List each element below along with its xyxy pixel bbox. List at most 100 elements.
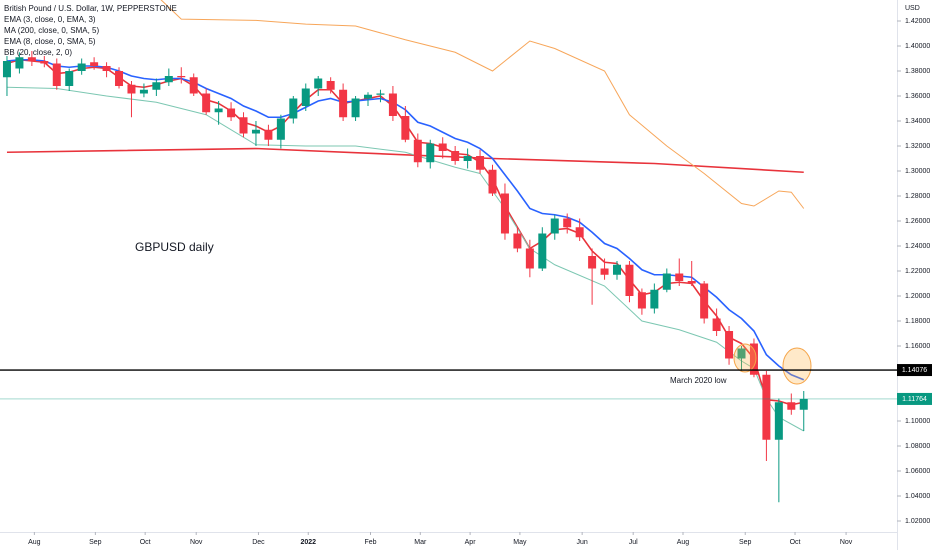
x-tick-label: Dec [252, 539, 265, 546]
candle-body [351, 98, 360, 118]
candle-body [139, 89, 148, 94]
x-tick-label: Oct [140, 539, 151, 546]
candle-body [737, 348, 746, 359]
candle-body [90, 62, 99, 66]
y-tick-label: 1.10000 [905, 418, 930, 425]
candle-body [538, 233, 547, 269]
candle-body [687, 281, 696, 284]
level-tag [897, 364, 932, 377]
candle-body [787, 402, 796, 410]
candle-body [762, 374, 771, 440]
y-axis-label: USD [905, 5, 920, 12]
candle-body [15, 57, 24, 69]
candle-body [177, 76, 186, 78]
candle-body [376, 93, 385, 95]
candle-body [164, 76, 173, 83]
y-tick-label: 1.30000 [905, 168, 930, 175]
y-tick-label: 1.34000 [905, 118, 930, 125]
y-tick-label: 1.32000 [905, 143, 930, 150]
y-tick-label: 1.40000 [905, 43, 930, 50]
candle-body [600, 268, 609, 275]
candle-body [152, 82, 161, 90]
x-tick-label: Aug [28, 539, 41, 546]
x-tick-label: 2022 [300, 539, 316, 546]
x-tick-label: Jun [576, 539, 587, 546]
candle-body [301, 88, 310, 106]
candle-body [314, 78, 323, 89]
plot-area [2, 0, 808, 503]
annotation: March 2020 low [670, 376, 727, 385]
candle-body [463, 156, 472, 161]
candle-body [276, 118, 285, 140]
x-tick-label: Mar [414, 539, 427, 546]
price-label: 1.11764 [902, 396, 927, 403]
candle-body [725, 331, 734, 359]
candle-body [476, 156, 485, 170]
highlight-circle [782, 347, 812, 385]
candle-body [127, 84, 136, 94]
candle-body [662, 273, 671, 290]
candle-body [513, 233, 522, 249]
candle-body [749, 343, 758, 375]
y-tick-label: 1.08000 [905, 443, 930, 450]
legend-entry: EMA (8, close, 0, SMA, 5) [4, 37, 96, 46]
x-tick-label: Jul [629, 539, 638, 546]
candle-body [438, 143, 447, 151]
candle-body [413, 139, 422, 163]
candle-body [115, 71, 124, 86]
x-tick-label: May [513, 539, 527, 546]
x-tick-label: Nov [840, 539, 853, 546]
y-tick-label: 1.26000 [905, 218, 930, 225]
candle-body [2, 61, 11, 78]
candle-body [675, 273, 684, 281]
candle-body [401, 116, 410, 140]
y-tick-label: 1.24000 [905, 243, 930, 250]
candle-body [289, 98, 298, 119]
candle-body [27, 57, 36, 61]
candle-body [525, 248, 534, 269]
y-tick-label: 1.16000 [905, 343, 930, 350]
candle-body [700, 283, 709, 319]
y-tick-label: 1.18000 [905, 318, 930, 325]
candle-body [214, 108, 223, 113]
candle-body [339, 89, 348, 118]
candle-body [451, 151, 460, 161]
candle-body [712, 318, 721, 331]
bollinger-upper [160, 0, 805, 209]
candle-body [227, 108, 236, 118]
y-tick-label: 1.02000 [905, 518, 930, 525]
candle-body [625, 264, 634, 296]
x-tick-label: Nov [190, 539, 203, 546]
annotation: GBPUSD daily [135, 240, 214, 254]
x-tick-label: Feb [364, 539, 376, 546]
candle-body [251, 129, 260, 134]
candle-body [637, 292, 646, 309]
candle-body [189, 77, 198, 94]
candle-body [774, 402, 783, 440]
highlight-circle [733, 343, 757, 373]
candle-body [239, 117, 248, 134]
candle-body [426, 143, 435, 163]
y-tick-label: 1.36000 [905, 93, 930, 100]
legend-entry: EMA (3, close, 0, EMA, 3) [4, 15, 96, 24]
candle-body [102, 66, 111, 71]
candle-body [613, 264, 622, 275]
y-tick-label: 1.06000 [905, 468, 930, 475]
level-label: 1.14076 [902, 367, 927, 374]
candle-body [588, 256, 597, 269]
candle-body [52, 63, 61, 86]
chart-title: British Pound / U.S. Dollar, 1W, PEPPERS… [4, 4, 177, 13]
candle-body [264, 129, 273, 140]
price-tag [897, 392, 932, 405]
candle-body [388, 93, 397, 116]
candle-body [799, 398, 808, 410]
candle-body [488, 169, 497, 194]
y-tick-label: 1.38000 [905, 68, 930, 75]
candle-body [202, 93, 211, 113]
candle-body [364, 94, 373, 99]
y-tick-label: 1.22000 [905, 268, 930, 275]
x-tick-label: Aug [677, 539, 690, 546]
candle-body [326, 81, 335, 90]
x-tick-label: Apr [465, 539, 477, 546]
